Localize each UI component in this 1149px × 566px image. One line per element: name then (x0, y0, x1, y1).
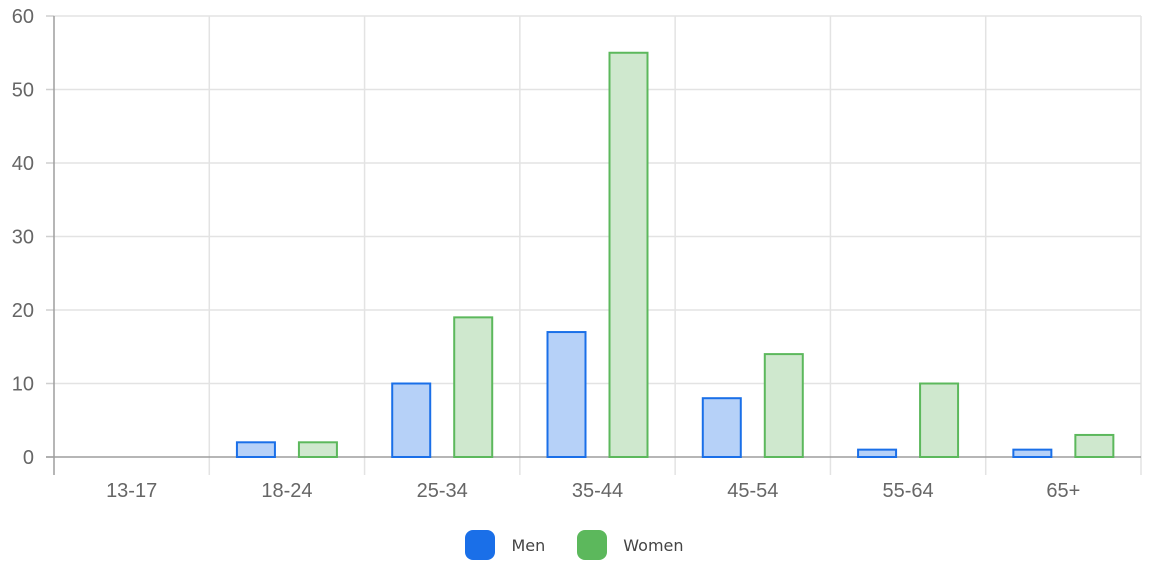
bar-men-25-34 (391, 382, 432, 458)
x-tick-label: 25-34 (417, 480, 468, 502)
legend-label-men: Men (511, 535, 546, 555)
bar-women-35-44 (608, 51, 649, 458)
grid-lines (46, 15, 1142, 475)
bar-chart: 0 10 20 30 40 50 60 13-17 18-24 25-34 35-44 45-54 5… (12, 6, 1142, 502)
y-tick-label: 30 (12, 227, 34, 249)
y-axis-ticks: 0 10 20 30 40 50 60 (12, 6, 34, 469)
x-axis-ticks: 13-17 18-24 25-34 35-44 45-54 55-64 65+ (106, 480, 1080, 502)
y-tick-label: 60 (12, 6, 34, 28)
legend-label-women: Women (623, 535, 684, 555)
legend-item-men[interactable]: Men (465, 530, 545, 560)
legend-swatch-women (577, 530, 608, 560)
legend-item-women[interactable]: Women (577, 530, 684, 560)
x-tick-label: 35-44 (572, 480, 623, 502)
y-tick-label: 40 (12, 153, 34, 175)
bar-women-45-54 (763, 353, 804, 459)
bar-men-35-44 (546, 331, 587, 458)
legend-swatch-men (465, 530, 496, 560)
axes (46, 16, 1141, 475)
bar-men-18-24 (235, 441, 276, 458)
y-tick-label: 20 (12, 300, 34, 322)
y-tick-label: 0 (23, 447, 34, 469)
bars (235, 51, 1115, 459)
bar-women-55-64 (919, 382, 960, 458)
y-tick-label: 10 (12, 374, 34, 396)
bar-women-65+ (1074, 433, 1115, 459)
x-tick-label: 13-17 (106, 480, 157, 502)
legend: Men Women (0, 530, 1149, 560)
bar-men-55-64 (857, 448, 898, 458)
y-tick-label: 50 (12, 80, 34, 102)
x-tick-label: 55-64 (882, 480, 933, 502)
x-tick-label: 45-54 (727, 480, 778, 502)
x-tick-label: 18-24 (261, 480, 312, 502)
bar-women-18-24 (297, 441, 338, 458)
bar-men-45-54 (701, 397, 742, 459)
bar-women-25-34 (453, 316, 494, 458)
x-tick-label: 65+ (1046, 480, 1080, 502)
bar-men-65+ (1012, 448, 1053, 458)
